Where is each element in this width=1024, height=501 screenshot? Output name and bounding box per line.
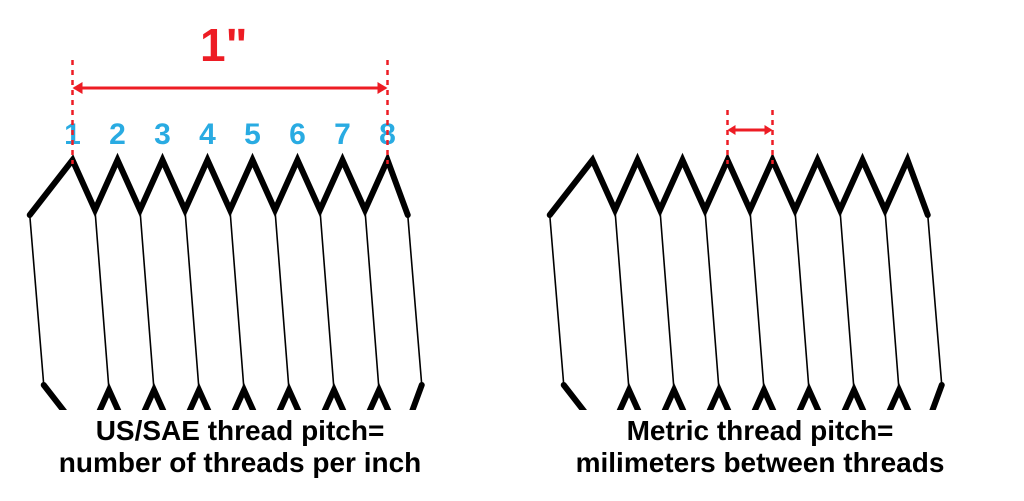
thread-drawing — [540, 150, 980, 410]
left-measurement-arrow — [20, 60, 460, 170]
caption-line: Metric thread pitch= — [627, 415, 894, 446]
caption-line: US/SAE thread pitch= — [96, 415, 385, 446]
caption-us-sae: US/SAE thread pitch= number of threads p… — [10, 415, 470, 479]
caption-line: number of threads per inch — [59, 447, 422, 478]
right-measurement-arrow — [540, 110, 980, 170]
caption-line: milimeters between threads — [576, 447, 945, 478]
thread-drawing — [20, 150, 460, 410]
right-diagram — [540, 150, 980, 410]
canvas: 1" 12345678 US/SAE thread pitch= number … — [0, 0, 1024, 501]
caption-metric: Metric thread pitch= milimeters between … — [530, 415, 990, 479]
left-diagram — [20, 150, 460, 410]
